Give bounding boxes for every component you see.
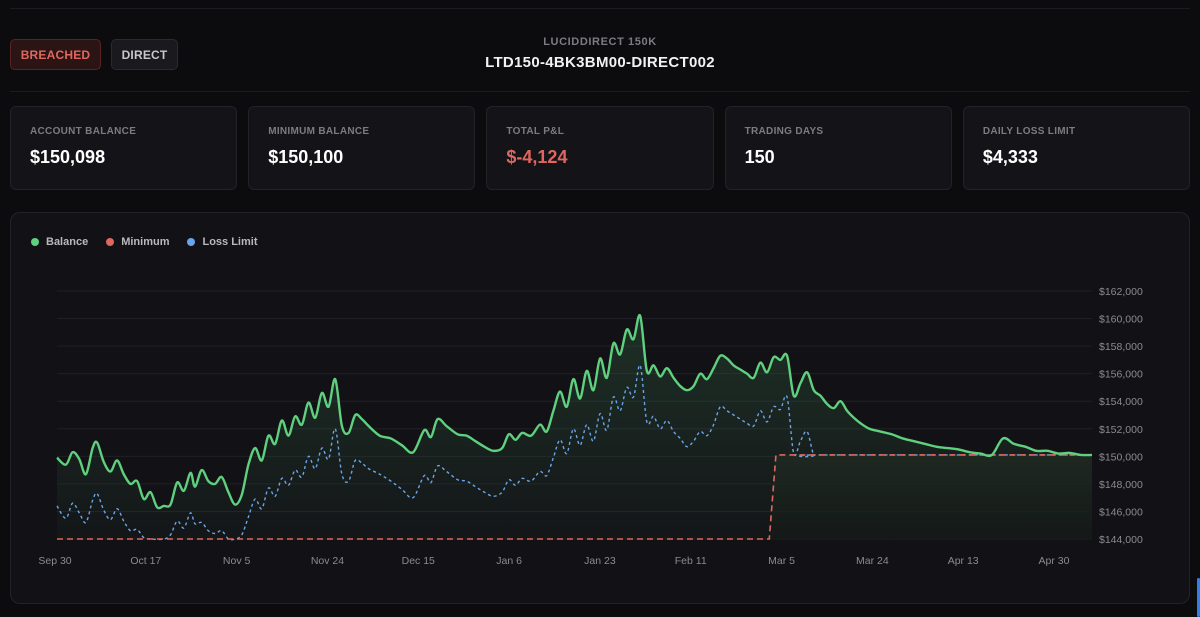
legend-label: Minimum [121,236,170,248]
legend-dot-icon [31,238,39,246]
stat-label: ACCOUNT BALANCE [30,126,137,137]
x-tick-label: Nov 5 [223,555,251,567]
y-tick-label: $144,000 [1099,534,1143,546]
legend-dot-icon [106,238,115,246]
stat-card-minimum-balance: MINIMUM BALANCE $150,100 [248,106,476,190]
balance-line [56,313,1093,510]
legend-dot-icon [187,238,196,246]
legend-item-loss-limit[interactable]: Loss Limit [187,236,258,248]
y-tick-label: $150,000 [1099,451,1143,463]
account-type-badge: DIRECT [111,39,178,70]
x-tick-label: Apr 30 [1039,555,1070,567]
legend-label: Loss Limit [202,236,258,248]
stat-label: DAILY LOSS LIMIT [982,126,1076,137]
stat-label: TOTAL P&L [506,126,565,137]
x-tick-label: Jan 6 [496,555,522,567]
stat-value: $150,098 [30,147,106,167]
y-tick-label: $148,000 [1099,479,1143,491]
stat-value: $4,333 [982,147,1038,167]
account-header: BREACHED DIRECT LUCIDDIRECT 150K LTD150-… [10,32,1190,92]
y-tick-label: $158,000 [1099,341,1143,353]
stat-label: TRADING DAYS [744,126,824,137]
stat-card-total-pnl: TOTAL P&L $-4,124 [486,106,714,190]
status-badge: BREACHED [10,39,101,70]
y-tick-label: $160,000 [1099,314,1143,326]
balance-line-chart[interactable]: $162,000 $160,000 $158,000 $156,000 $154,000… [11,213,1191,605]
legend-item-balance[interactable]: Balance [31,236,88,248]
y-tick-label: $162,000 [1099,286,1143,298]
legend-item-minimum[interactable]: Minimum [106,236,169,248]
stat-value: 150 [744,147,775,167]
stat-value: $150,100 [268,147,344,167]
account-plan-label: LUCIDDIRECT 150K [543,36,657,48]
x-tick-label: Mar 5 [768,555,795,567]
legend-label: Balance [46,236,89,248]
minimum-line [57,454,1092,540]
y-tick-label: $156,000 [1099,369,1143,381]
x-tick-label: Jan 23 [584,555,616,567]
y-tick-label: $152,000 [1099,424,1143,436]
stat-label: MINIMUM BALANCE [268,126,370,137]
stat-card-daily-loss-limit: DAILY LOSS LIMIT $4,333 [962,106,1191,190]
loss-limit-line [56,364,1092,541]
x-tick-label: Oct 17 [130,555,161,567]
y-tick-label: $146,000 [1099,506,1143,518]
x-tick-label: Feb 11 [675,555,707,567]
stats-row: ACCOUNT BALANCE $150,098 MINIMUM BALANCE… [10,106,1191,190]
x-tick-label: Apr 13 [948,555,979,567]
stat-card-trading-days: TRADING DAYS 150 [724,106,952,190]
chart-legend: Balance Minimum Loss Limit [31,236,258,248]
x-tick-label: Nov 24 [311,555,344,567]
balance-chart-card: Balance Minimum Loss Limit $162,000 $160,… [10,212,1190,604]
top-divider [10,8,1190,9]
y-tick-label: $154,000 [1099,396,1143,408]
x-tick-label: Dec 15 [402,555,435,567]
stat-card-account-balance: ACCOUNT BALANCE $150,098 [10,106,238,190]
minimum-area [57,454,1092,539]
x-tick-label: Mar 24 [856,555,889,567]
x-tick-label: Sep 30 [38,555,71,567]
stat-value: $-4,124 [506,147,568,167]
scrollbar-thumb[interactable] [1197,578,1200,617]
account-id-title: LTD150-4BK3BM00-DIRECT002 [485,54,715,71]
